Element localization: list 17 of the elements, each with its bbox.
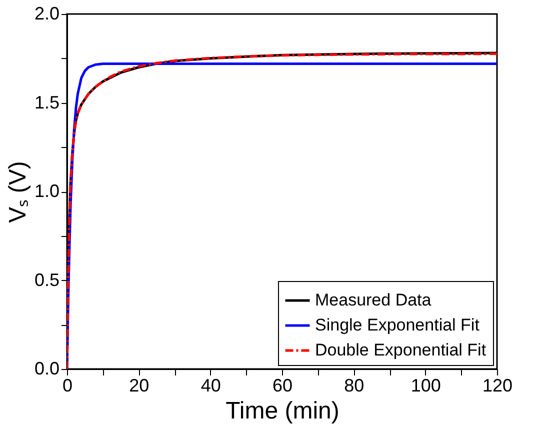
- x-tick-label: 0: [62, 376, 73, 396]
- y-tick-label: 1.5: [34, 92, 60, 112]
- x-axis-title: Time (min): [226, 398, 340, 424]
- legend-label: Single Exponential Fit: [315, 316, 480, 334]
- x-tick-label: 60: [272, 376, 293, 396]
- y-tick-label: 2.0: [34, 4, 60, 24]
- legend-label: Double Exponential Fit: [315, 340, 486, 360]
- y-tick-label: 1.0: [34, 181, 60, 201]
- x-tick-label: 80: [344, 376, 364, 396]
- x-tick-label: 20: [129, 376, 150, 396]
- x-tick-label: 100: [410, 376, 441, 396]
- y-axis-title: Vₛ (V): [4, 161, 32, 223]
- x-tick-label: 120: [482, 376, 513, 396]
- y-tick-label: 0.0: [34, 358, 60, 378]
- y-tick-label: 0.5: [34, 270, 60, 290]
- legend-label: Measured Data: [315, 290, 432, 310]
- x-tick-label: 40: [200, 376, 221, 396]
